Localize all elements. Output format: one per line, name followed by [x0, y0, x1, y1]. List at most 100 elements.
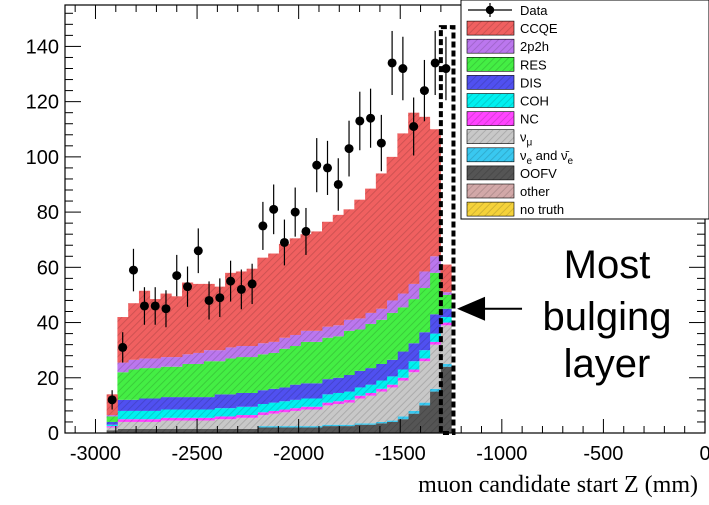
bar-hatch-coh: [311, 398, 323, 407]
bar-hatch-res: [138, 368, 151, 399]
data-point: [430, 58, 440, 68]
bar-hatch--: [386, 387, 398, 421]
y-tick-label: 120: [26, 92, 59, 114]
bar-hatch--e-and-e: [397, 416, 409, 420]
bar-hatch-oofv: [203, 428, 215, 433]
bar-hatch-dis: [171, 397, 183, 410]
bar-hatch-dis: [203, 397, 215, 410]
bar-hatch--: [128, 421, 140, 429]
bar-hatch-res: [246, 357, 258, 393]
bar-hatch--e-and-e: [343, 424, 355, 427]
bar-hatch-coh: [386, 376, 398, 385]
data-point: [355, 116, 365, 126]
bar-hatch-oofv: [160, 428, 172, 433]
data-point: [366, 113, 376, 123]
bar-hatch-oofv: [214, 428, 226, 433]
y-tick-label: 80: [37, 202, 59, 224]
bar-hatch-2p2h: [375, 308, 388, 320]
data-point: [172, 271, 182, 281]
data-point: [118, 342, 128, 352]
bar-hatch-dis: [235, 392, 248, 407]
bar-hatch--: [160, 420, 172, 429]
bar-hatch-2p2h: [311, 330, 323, 342]
legend-label: RES: [520, 57, 547, 72]
bar-hatch-2p2h: [343, 319, 355, 331]
bar-hatch-res: [225, 358, 237, 395]
bar-hatch-oofv: [332, 426, 344, 433]
bar-hatch-dis: [246, 392, 258, 407]
bar-hatch-coh: [117, 410, 129, 420]
series-res: [106, 272, 452, 422]
bar-hatch-nc: [375, 388, 388, 392]
bar-hatch-ccqe: [182, 282, 194, 355]
bar-hatch-res: [106, 416, 118, 422]
bar-hatch-dis: [300, 383, 312, 399]
bar-hatch--e-and-e: [365, 423, 377, 425]
series--e-and-e: [257, 363, 452, 428]
bar-hatch-coh: [225, 408, 237, 417]
bar-hatch-coh: [408, 361, 420, 370]
bar-hatch-dis: [225, 394, 237, 409]
bar-hatch-res: [375, 319, 388, 364]
bar-hatch-ccqe: [149, 299, 161, 359]
data-point: [215, 293, 225, 303]
legend-entry: DIS: [466, 75, 542, 90]
data-points: [107, 30, 451, 410]
bar-hatch--: [354, 398, 366, 424]
bar-hatch-2p2h: [418, 271, 431, 289]
bar-hatch--: [117, 421, 129, 429]
legend-entry: RES: [466, 56, 547, 72]
bar-hatch-nc: [300, 406, 312, 410]
bar-hatch-dis: [106, 421, 118, 425]
bar-hatch-oofv: [375, 423, 388, 433]
bar-hatch-dis: [375, 363, 388, 381]
bar-hatch-2p2h: [160, 357, 172, 367]
bar-hatch-2p2h: [408, 283, 420, 300]
bar-hatch-ccqe: [375, 173, 388, 309]
bar-hatch-res: [171, 366, 183, 398]
bar-hatch-ccqe: [386, 156, 398, 301]
bar-hatch-coh: [300, 398, 312, 407]
bar-hatch--e-and-e: [354, 423, 366, 425]
bar-hatch-coh: [192, 409, 204, 418]
bar-hatch-res: [278, 348, 291, 388]
bar-hatch-oofv: [343, 426, 355, 433]
bar-hatch-res: [214, 361, 226, 395]
legend-entry: Data: [468, 3, 548, 18]
bar-hatch-nc: [289, 408, 301, 411]
bar-hatch-nc: [278, 409, 291, 413]
annotation-text-line: Most: [564, 243, 651, 287]
bar-hatch-oofv: [386, 421, 398, 433]
series-oofv: [106, 366, 452, 433]
bar-hatch-nc: [214, 416, 226, 420]
bar-hatch-2p2h: [365, 312, 377, 324]
bar-hatch-2p2h: [192, 352, 204, 364]
legend-entry: CCQE: [466, 20, 558, 36]
bar-hatch-ccqe: [397, 133, 409, 294]
legend-label: other: [520, 184, 550, 199]
bar-hatch-res: [149, 368, 161, 399]
data-point: [183, 282, 193, 292]
bar-hatch-res: [354, 329, 366, 371]
bar-hatch-coh: [397, 369, 409, 378]
bar-hatch-2p2h: [300, 330, 312, 342]
bar-hatch-oofv: [192, 428, 204, 433]
legend-swatch-hatch: [467, 202, 514, 217]
bar-hatch-dis: [365, 368, 377, 385]
bar-hatch--e-and-e: [278, 426, 291, 428]
bar-hatch-ccqe: [214, 286, 226, 351]
bar-hatch-dis: [149, 398, 161, 411]
legend-entry: νe and ν̄e: [466, 147, 573, 167]
bar-hatch--: [418, 361, 431, 403]
bar-hatch-2p2h: [106, 415, 118, 417]
bar-hatch-nc: [117, 419, 129, 422]
bar-hatch-oofv: [257, 427, 269, 433]
legend-label: no truth: [520, 202, 564, 217]
bar-hatch-res: [128, 369, 140, 400]
bar-hatch--: [138, 421, 151, 429]
bar-hatch--: [322, 405, 334, 425]
bar-hatch-oofv: [268, 427, 280, 433]
bar-hatch-dis: [332, 377, 344, 393]
bar-hatch--e-and-e: [332, 424, 344, 427]
data-point: [128, 265, 138, 275]
